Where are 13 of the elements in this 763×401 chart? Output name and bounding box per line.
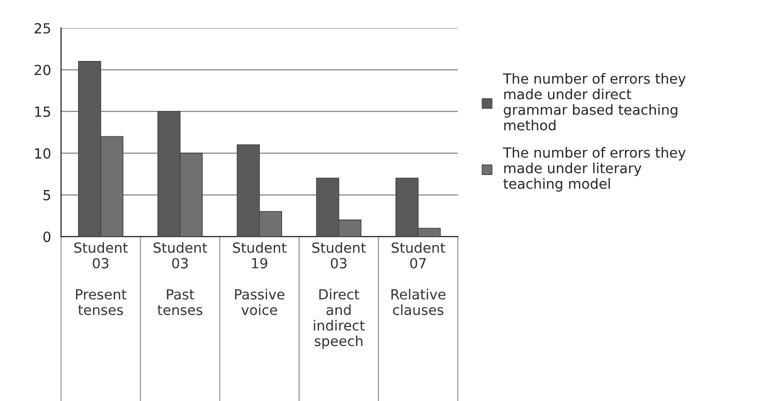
category-label: Student 19 Passive voice bbox=[233, 242, 286, 316]
y-tick-label: 10 bbox=[35, 148, 50, 159]
y-tick-label: 5 bbox=[44, 190, 50, 200]
y-tick-label: 25 bbox=[34, 23, 50, 34]
category-label: Student 03 Past tenses bbox=[154, 242, 208, 316]
y-tick-label: 0 bbox=[43, 232, 50, 242]
y-tick-label: 15 bbox=[35, 106, 50, 117]
legend-label: The number of errors they made under literary teaching model bbox=[502, 147, 686, 192]
y-tick-label: 20 bbox=[34, 64, 50, 76]
category-label: Student 07 Relative clauses bbox=[391, 242, 446, 316]
category-label: Student 03 Direct and indirect speech bbox=[312, 242, 366, 349]
category-label: Student 03 Present tenses bbox=[74, 242, 128, 316]
legend-label: The number of errors they made under direct grammar based teaching method bbox=[502, 73, 686, 130]
